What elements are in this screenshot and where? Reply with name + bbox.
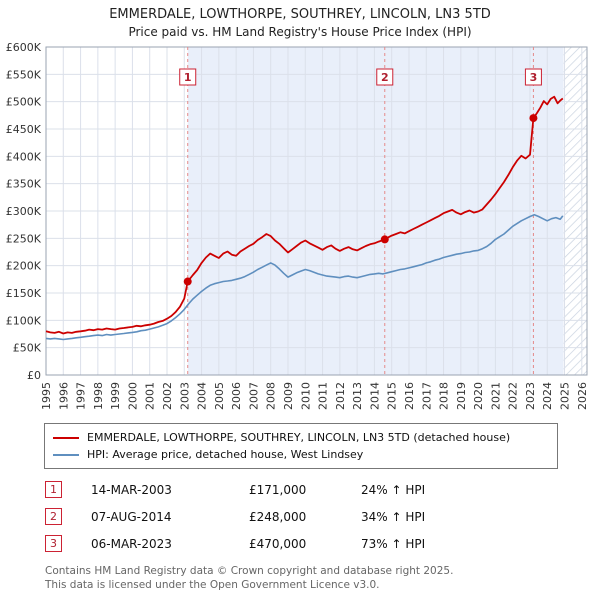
sale-number-label: 3 xyxy=(530,71,538,84)
transaction-number-badge: 3 xyxy=(45,535,62,552)
x-axis-tick-label: 2011 xyxy=(317,382,330,410)
sale-number-label: 1 xyxy=(184,71,192,84)
x-axis-tick-label: 2016 xyxy=(403,382,416,410)
x-axis-tick-label: 2009 xyxy=(282,382,295,410)
transaction-price: £248,000 xyxy=(249,509,307,524)
x-axis-tick-label: 1996 xyxy=(57,382,70,410)
sale-point-marker xyxy=(380,235,389,244)
x-axis-tick-label: 2017 xyxy=(420,382,433,410)
legend-label-property: EMMERDALE, LOWTHORPE, SOUTHREY, LINCOLN,… xyxy=(87,431,511,444)
x-axis-tick-label: 2013 xyxy=(351,382,364,410)
footer-line-1: Contains HM Land Registry data © Crown c… xyxy=(45,565,454,577)
property-line-swatch xyxy=(53,436,79,439)
x-axis-tick-label: 2005 xyxy=(213,382,226,410)
table-row: 2 07-AUG-2014 £248,000 34% ↑ HPI xyxy=(45,508,600,525)
x-axis-tick-label: 2019 xyxy=(455,382,468,410)
transaction-hpi-delta: 24% ↑ HPI xyxy=(361,482,426,497)
x-axis-tick-label: 2014 xyxy=(368,382,381,410)
y-axis-tick-label: £0 xyxy=(27,369,41,382)
transaction-date: 07-AUG-2014 xyxy=(91,509,172,524)
legend-item-hpi: HPI: Average price, detached house, West… xyxy=(53,446,549,463)
x-axis-tick-label: 2007 xyxy=(247,382,260,410)
x-axis-tick-label: 2003 xyxy=(178,382,191,410)
y-axis-tick-label: £250K xyxy=(6,232,42,245)
license-footer: Contains HM Land Registry data © Crown c… xyxy=(45,565,600,592)
sale-point-marker xyxy=(183,277,192,286)
x-axis-tick-label: 2024 xyxy=(541,382,554,410)
sale-point-marker xyxy=(529,114,538,123)
transaction-price: £171,000 xyxy=(249,482,307,497)
x-axis-tick-label: 2001 xyxy=(144,382,157,410)
x-axis-tick-label: 2015 xyxy=(386,382,399,410)
transaction-price: £470,000 xyxy=(249,536,307,551)
y-axis-tick-label: £450K xyxy=(6,123,42,136)
x-axis-tick-label: 1999 xyxy=(109,382,122,410)
x-axis-tick-label: 2010 xyxy=(299,382,312,410)
x-axis-tick-label: 2023 xyxy=(524,382,537,410)
y-axis-tick-label: £50K xyxy=(13,342,42,355)
hpi-line-swatch xyxy=(53,453,79,456)
x-axis-tick-label: 2000 xyxy=(126,382,139,410)
x-axis-tick-label: 1997 xyxy=(75,382,88,410)
price-history-chart: £0 £50K £100K £150K £200K £250K £300K £350K £400… xyxy=(6,41,589,410)
transactions-table: 1 14-MAR-2003 £171,000 24% ↑ HPI 2 07-AU… xyxy=(45,481,600,552)
transaction-number-badge: 2 xyxy=(45,508,62,525)
y-axis-tick-label: £100K xyxy=(6,314,42,327)
y-axis-tick-label: £300K xyxy=(6,205,42,218)
table-row: 3 06-MAR-2023 £470,000 73% ↑ HPI xyxy=(45,535,600,552)
x-axis-tick-label: 2022 xyxy=(507,382,520,410)
y-axis-tick-label: £150K xyxy=(6,287,42,300)
page-title: EMMERDALE, LOWTHORPE, SOUTHREY, LINCOLN,… xyxy=(109,7,491,22)
transaction-date: 14-MAR-2003 xyxy=(91,482,172,497)
legend-item-property: EMMERDALE, LOWTHORPE, SOUTHREY, LINCOLN,… xyxy=(53,429,549,446)
chart-legend: EMMERDALE, LOWTHORPE, SOUTHREY, LINCOLN,… xyxy=(44,423,558,469)
sale-number-box xyxy=(524,68,542,86)
y-axis-tick-label: £400K xyxy=(6,150,42,163)
x-axis-tick-label: 2018 xyxy=(438,382,451,410)
x-axis-tick-label: 1995 xyxy=(40,382,53,410)
y-axis-tick-label: £200K xyxy=(6,260,42,273)
transaction-date: 06-MAR-2023 xyxy=(91,536,172,551)
y-axis-tick-label: £600K xyxy=(6,41,42,54)
x-axis-tick-label: 2008 xyxy=(265,382,278,410)
sale-number-box xyxy=(376,68,394,86)
transaction-hpi-delta: 34% ↑ HPI xyxy=(361,509,426,524)
x-axis-tick-label: 2002 xyxy=(161,382,174,410)
x-axis-tick-label: 2026 xyxy=(576,382,589,410)
y-axis-tick-label: £350K xyxy=(6,178,42,191)
sale-number-label: 2 xyxy=(381,71,389,84)
x-axis-tick-label: 2021 xyxy=(489,382,502,410)
transaction-number-badge: 1 xyxy=(45,481,62,498)
x-axis-tick-label: 2006 xyxy=(230,382,243,410)
transaction-hpi-delta: 73% ↑ HPI xyxy=(361,536,426,551)
table-row: 1 14-MAR-2003 £171,000 24% ↑ HPI xyxy=(45,481,600,498)
y-axis-tick-label: £550K xyxy=(6,68,42,81)
chart-subtitle: Price paid vs. HM Land Registry's House … xyxy=(128,25,472,39)
sale-number-box xyxy=(179,68,197,86)
x-axis-tick-label: 2004 xyxy=(196,382,209,410)
hpi-line xyxy=(45,214,564,341)
x-axis-tick-label: 1998 xyxy=(92,382,105,410)
footer-line-2: This data is licensed under the Open Gov… xyxy=(45,578,380,591)
chart-header: EMMERDALE, LOWTHORPE, SOUTHREY, LINCOLN,… xyxy=(0,0,600,39)
x-axis-tick-label: 2020 xyxy=(472,382,485,410)
legend-label-hpi: HPI: Average price, detached house, West… xyxy=(87,448,364,461)
x-axis-tick-label: 2025 xyxy=(559,382,572,410)
x-axis-tick-label: 2012 xyxy=(334,382,347,410)
y-axis-tick-label: £500K xyxy=(6,96,42,109)
property-price-line xyxy=(45,95,564,335)
